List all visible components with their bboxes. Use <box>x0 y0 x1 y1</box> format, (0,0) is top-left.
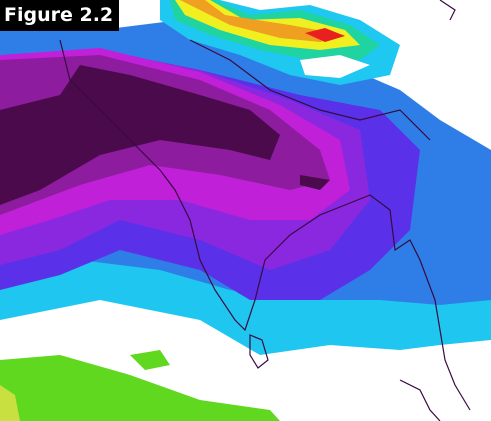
coastline-main <box>159 169 471 411</box>
border-west <box>59 39 161 171</box>
green-region <box>0 355 280 421</box>
dark-core <box>0 65 280 205</box>
north-white-patch <box>300 55 370 78</box>
figure-label: Figure 2.2 <box>0 0 120 31</box>
green-patch <box>130 350 170 370</box>
coastlines <box>59 0 471 421</box>
yellow-green-corner <box>0 385 20 421</box>
coastline-southeast <box>399 379 441 421</box>
north-red <box>305 28 345 42</box>
north-orange <box>180 0 345 42</box>
coastline-top <box>439 0 456 21</box>
border-north <box>189 39 431 141</box>
coastline-island <box>249 334 269 369</box>
dark-patch <box>300 175 330 190</box>
